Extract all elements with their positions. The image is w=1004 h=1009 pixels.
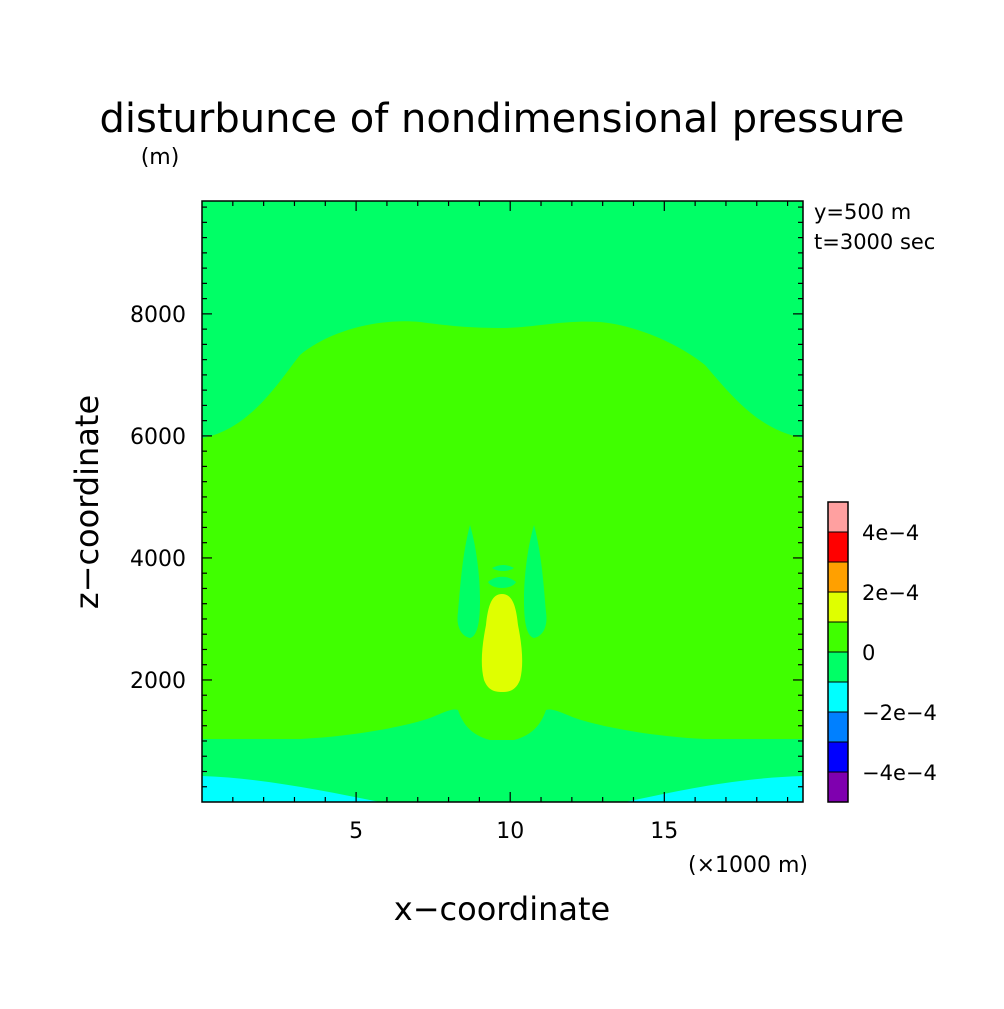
colorbar-label: 4e−4 [862, 521, 919, 545]
colorbar-swatch [828, 742, 848, 772]
colorbar-label: 0 [862, 641, 875, 665]
axis-ticks [202, 201, 803, 802]
colorbar-swatch [828, 772, 848, 802]
region-central-core [481, 594, 523, 692]
x-axis-label: x−coordinate [394, 890, 610, 928]
annotation-t: t=3000 sec [814, 230, 935, 254]
y-tick-label: 8000 [130, 303, 186, 328]
y-tick-label: 4000 [130, 547, 186, 572]
colorbar-label: 2e−4 [862, 581, 919, 605]
region-main-lobe [202, 321, 803, 802]
y-tick-label: 6000 [130, 425, 186, 450]
colorbar-swatch [828, 592, 848, 622]
colorbar-swatch [828, 532, 848, 562]
chart-title: disturbunce of nondimensional pressure [100, 96, 905, 142]
axis-tick-labels: 5 10 15 2000 4000 6000 8000 [130, 303, 678, 844]
y-axis-label: z−coordinate [68, 395, 106, 609]
colorbar-swatch [828, 712, 848, 742]
region-surface-band [202, 776, 803, 802]
annotation-y: y=500 m [814, 200, 911, 224]
plot-frame [201, 200, 804, 803]
colorbar-swatch [828, 652, 848, 682]
x-tick-label: 15 [650, 819, 678, 844]
region-upper-cap-2 [492, 565, 514, 571]
colorbar-swatch [828, 502, 848, 532]
y-unit-label: (m) [141, 145, 180, 170]
x-unit-label: (×1000 m) [688, 853, 808, 878]
x-tick-label: 10 [496, 819, 524, 844]
colorbar-frame [827, 501, 849, 803]
colorbar-label: −4e−4 [862, 761, 937, 785]
region-left-jet [457, 525, 480, 638]
colorbar-swatch [828, 622, 848, 652]
plot-area [202, 201, 803, 802]
colorbar-swatch [828, 682, 848, 712]
region-right-jet [524, 525, 547, 638]
colorbar: −4e−4 −2e−4 0 2e−4 4e−4 [827, 501, 937, 803]
region-upper-cap [488, 576, 516, 588]
x-tick-label: 5 [349, 819, 363, 844]
y-tick-label: 2000 [130, 669, 186, 694]
region-lower-green [202, 709, 803, 802]
colorbar-label: −2e−4 [862, 701, 937, 725]
colorbar-swatch [828, 562, 848, 592]
